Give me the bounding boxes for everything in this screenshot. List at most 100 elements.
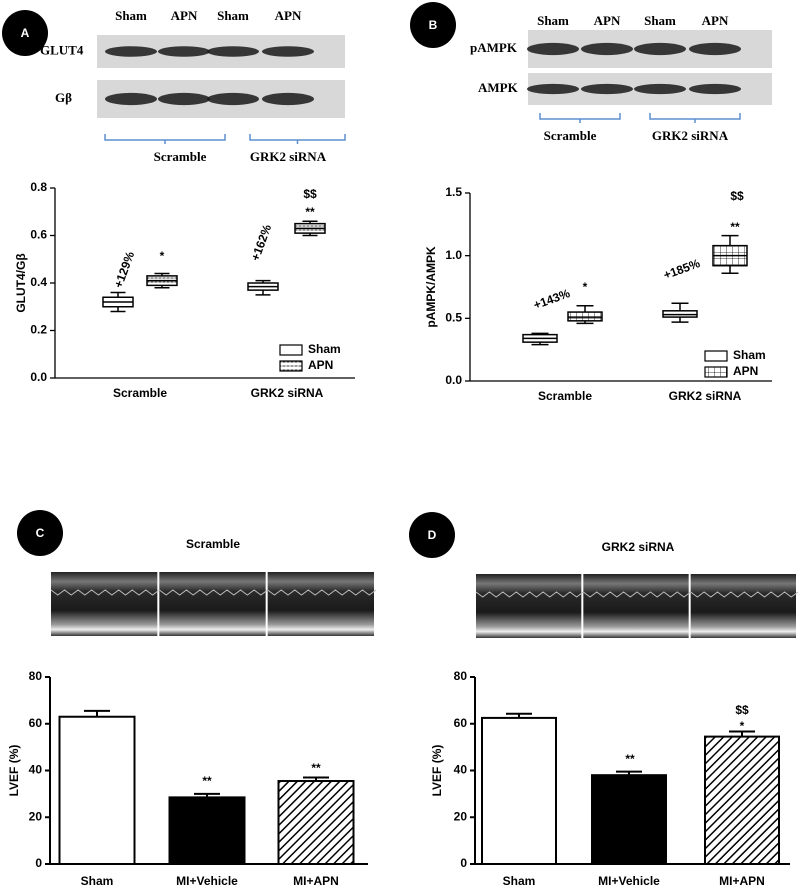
row-label: GLUT4: [40, 42, 84, 57]
x-tick-label: Sham: [81, 874, 114, 888]
y-tick-label: 40: [454, 763, 468, 777]
bar: [277, 780, 355, 865]
group-label: Scramble: [544, 128, 597, 143]
annotation: $$: [303, 187, 317, 201]
echo-image: [583, 574, 689, 638]
legend-swatch: [704, 366, 728, 378]
annotation: **: [311, 761, 321, 775]
blot-band: [262, 46, 314, 57]
chart-title: GRK2 siRNA: [602, 540, 675, 554]
y-axis-label: pAMPK/AMPK: [424, 246, 438, 328]
y-tick-label: 1.0: [445, 248, 462, 262]
x-tick-label: Sham: [503, 874, 536, 888]
annotation: +129%: [111, 249, 137, 290]
panel-badge: [410, 2, 456, 48]
panel-letter: A: [21, 26, 30, 40]
echo-image: [476, 574, 582, 638]
blot-band: [634, 42, 686, 56]
group-label: Scramble: [154, 149, 207, 164]
annotation: *: [583, 280, 588, 294]
blot-band: [527, 42, 579, 56]
echo-wave: [583, 591, 691, 598]
legend-label: Sham: [308, 342, 341, 356]
blot-band: [689, 42, 741, 56]
legend-swatch: [279, 360, 303, 372]
echo-image: [51, 572, 158, 636]
y-axis-label: GLUT4/Gβ: [14, 253, 28, 312]
x-tick-label: GRK2 siRNA: [669, 389, 742, 403]
bar: [168, 796, 246, 865]
lane-label: APN: [171, 8, 198, 23]
row-label: pAMPK: [470, 40, 518, 55]
blot-band: [581, 42, 633, 56]
annotation: **: [730, 220, 740, 234]
y-tick-label: 0: [35, 856, 42, 870]
lane-label: Sham: [217, 8, 249, 23]
echo-image: [690, 574, 796, 638]
blot-band: [581, 83, 633, 95]
legend-swatch: [704, 350, 728, 362]
y-tick-label: 80: [29, 669, 43, 683]
y-axis-label: LVEF (%): [7, 745, 21, 797]
blot-band: [689, 83, 741, 95]
legend-label: APN: [308, 358, 333, 372]
blot-band: [105, 92, 157, 106]
blot-band: [207, 92, 259, 106]
x-tick-label: MI+APN: [293, 874, 339, 888]
row-label: Gβ: [55, 90, 72, 105]
panel-badge: [17, 510, 63, 556]
blot-band: [207, 46, 259, 57]
annotation: **: [625, 752, 635, 766]
y-tick-label: 0.8: [30, 180, 47, 194]
bar: [58, 715, 136, 865]
annotation: +185%: [662, 256, 703, 282]
echo-image: [267, 572, 374, 636]
x-tick-label: GRK2 siRNA: [251, 386, 324, 400]
lane-label: APN: [594, 13, 621, 28]
annotation: $$: [735, 703, 749, 717]
annotation: +143%: [532, 286, 573, 312]
bracket: [649, 113, 741, 123]
bracket: [539, 113, 621, 123]
y-axis-label: LVEF (%): [430, 745, 444, 797]
y-tick-label: 60: [29, 716, 43, 730]
echo-wave: [267, 589, 377, 596]
annotation: **: [305, 205, 315, 219]
annotation: $$: [730, 189, 744, 203]
y-tick-label: 60: [454, 716, 468, 730]
x-tick-label: MI+Vehicle: [598, 874, 660, 888]
y-tick-label: 20: [454, 809, 468, 823]
bar: [481, 716, 557, 865]
annotation: +162%: [248, 222, 274, 263]
bar: [591, 774, 667, 865]
lane-label: Sham: [537, 13, 569, 28]
echo-wave: [50, 589, 160, 596]
annotation: *: [160, 249, 165, 263]
y-tick-label: 80: [454, 669, 468, 683]
y-tick-label: 0.2: [30, 323, 47, 337]
group-label: GRK2 siRNA: [250, 149, 327, 164]
group-label: GRK2 siRNA: [652, 128, 729, 143]
y-tick-label: 0.0: [30, 370, 47, 384]
blot-band: [634, 83, 686, 95]
blot-band: [105, 46, 157, 57]
panel-letter: D: [428, 528, 437, 542]
legend-label: Sham: [733, 348, 766, 362]
echo-wave: [690, 591, 799, 598]
panel-badge: [409, 512, 455, 558]
bracket: [104, 134, 226, 144]
chart-title: Scramble: [186, 537, 240, 551]
row-label: AMPK: [478, 80, 519, 95]
y-tick-label: 1.5: [445, 185, 462, 199]
blot-band: [262, 92, 314, 106]
y-tick-label: 20: [29, 809, 43, 823]
echo-image: [159, 572, 266, 636]
y-tick-label: 0.5: [445, 311, 462, 325]
x-tick-label: MI+APN: [719, 874, 765, 888]
annotation: *: [740, 719, 745, 733]
x-tick-label: Scramble: [113, 386, 167, 400]
y-tick-label: 0.0: [445, 373, 462, 387]
x-tick-label: Scramble: [538, 389, 592, 403]
blot-band: [527, 83, 579, 95]
